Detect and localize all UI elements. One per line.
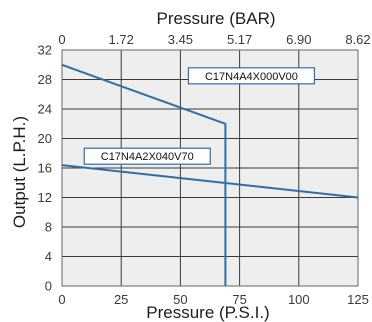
- series-label-box: [83, 147, 211, 165]
- y-tick-label: 4: [45, 249, 52, 264]
- x-top-tick-label: 3.45: [168, 32, 193, 47]
- y-tick-label: 0: [45, 279, 52, 294]
- plot-area: [61, 49, 359, 287]
- y-tick-label: 20: [38, 131, 52, 146]
- x-bottom-tick-label: 0: [58, 292, 65, 307]
- x-bottom-tick-label: 50: [173, 292, 187, 307]
- plot-frame: [61, 49, 359, 287]
- y-tick-label: 16: [38, 161, 52, 176]
- y-tick-label: 24: [38, 102, 52, 117]
- x-top-tick-label: 0: [58, 32, 65, 47]
- series-label-box: [187, 67, 316, 85]
- y-tick-label: 28: [38, 72, 52, 87]
- x-bottom-tick-label: 25: [114, 292, 128, 307]
- y-tick-label: 8: [45, 220, 52, 235]
- series-label-text: C17N4A2X040V70: [101, 151, 194, 163]
- x-top-tick-label: 8.62: [345, 32, 370, 47]
- x-top-tick-label: 5.17: [227, 32, 252, 47]
- series-label-text: C17N4A4X000V00: [205, 71, 298, 83]
- y-tick-label: 12: [38, 190, 52, 205]
- y-axis-title: Output (L.P.H.): [10, 116, 29, 228]
- x-bottom-axis-title: Pressure (P.S.I.): [146, 303, 269, 322]
- x-bottom-tick-label: 75: [232, 292, 246, 307]
- x-bottom-tick-label: 100: [288, 292, 310, 307]
- series-line-c17n4a4x000v00: [61, 63, 227, 286]
- tick-labels: 0 25 50 75 100 125 0 1.72 3.45 5.17 6.90 8.62 0 4 8 12 1…: [38, 32, 371, 307]
- x-bottom-tick-label: 125: [347, 292, 369, 307]
- series-lines: [61, 63, 359, 286]
- x-top-tick-label: 6.90: [286, 32, 311, 47]
- y-tick-label: 32: [38, 43, 52, 58]
- series-line-c17n4a2x040v70: [61, 164, 359, 199]
- x-top-tick-label: 1.72: [109, 32, 134, 47]
- x-top-axis-title: Pressure (BAR): [156, 9, 275, 28]
- series-annotations: C17N4A4X000V00 C17N4A2X040V70: [83, 67, 316, 165]
